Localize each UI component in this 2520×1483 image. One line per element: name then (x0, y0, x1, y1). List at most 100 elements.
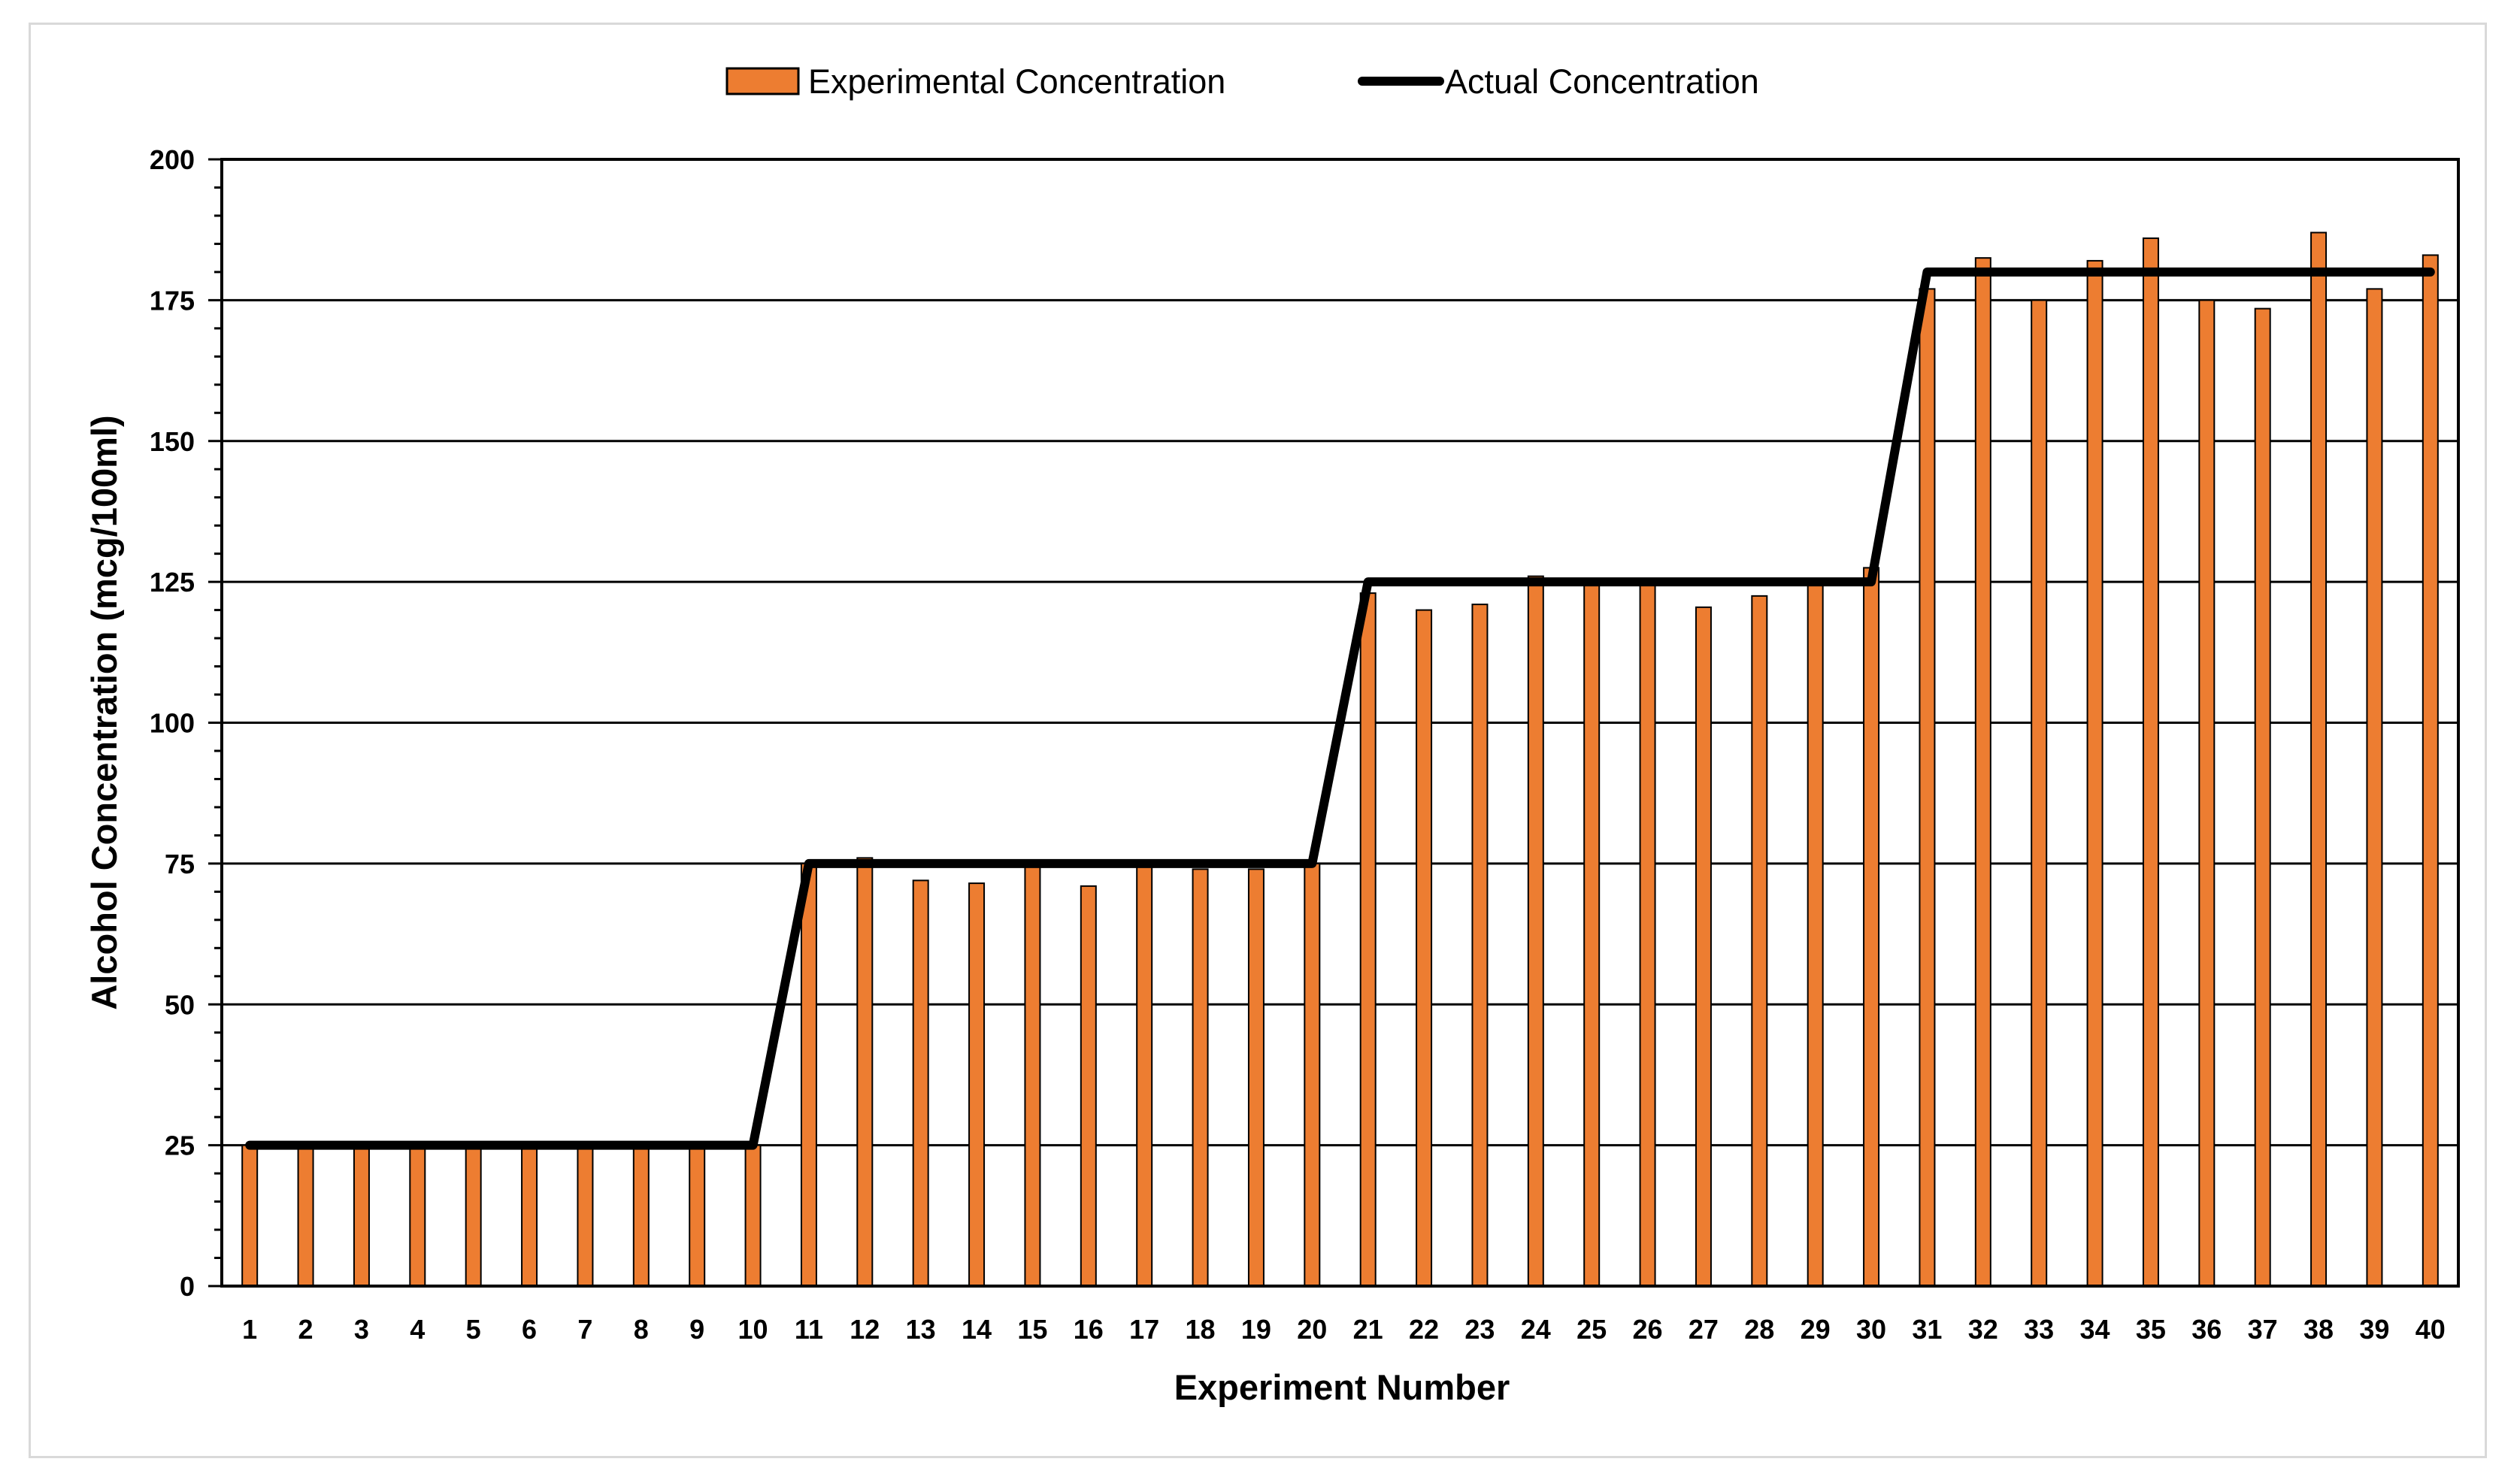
bar-experiment-40 (2422, 254, 2439, 1287)
bar-experiment-6 (521, 1144, 538, 1287)
y-axis-title: Alcohol Concentration (mcg/100ml) (84, 415, 124, 1009)
x-tick-label: 26 (1633, 1314, 1663, 1345)
bar-experiment-17 (1136, 862, 1153, 1287)
bar-experiment-4 (409, 1144, 426, 1287)
bar-experiment-21 (1359, 592, 1377, 1287)
bar-series-experimental (241, 232, 2439, 1288)
bar-experiment-32 (1974, 257, 1991, 1288)
line-series-actual (245, 267, 2435, 1150)
bar-experiment-19 (1247, 868, 1265, 1287)
bar-experiment-33 (2031, 299, 2048, 1287)
x-tick-label: 30 (1856, 1314, 1886, 1345)
bar-experiment-8 (632, 1144, 650, 1287)
bar-experiment-14 (968, 882, 986, 1288)
bar-experiment-25 (1583, 581, 1601, 1287)
bar-experiment-20 (1304, 862, 1321, 1287)
y-tick-label: 75 (165, 849, 195, 879)
x-tick-label: 34 (2080, 1314, 2110, 1345)
x-tick-label: 16 (1074, 1314, 1104, 1345)
bar-experiment-1 (241, 1144, 259, 1287)
x-tick-label: 31 (1912, 1314, 1942, 1345)
x-tick-label: 39 (2359, 1314, 2389, 1345)
legend: Experimental Concentration Actual Concen… (725, 62, 1759, 101)
bar-experiment-10 (744, 1144, 762, 1287)
legend-label-experimental: Experimental Concentration (808, 62, 1225, 101)
y-tick-label: 175 (150, 285, 195, 316)
y-tick-label: 100 (150, 708, 195, 739)
x-tick-label: 8 (634, 1314, 649, 1345)
gridlines (222, 158, 2458, 1147)
x-tick-label: 37 (2248, 1314, 2278, 1345)
x-tick-label: 21 (1353, 1314, 1383, 1345)
x-tick-label: 4 (410, 1314, 425, 1345)
y-tick-label: 0 (180, 1271, 195, 1302)
x-tick-label: 2 (298, 1314, 313, 1345)
x-tick-label: 12 (850, 1314, 880, 1345)
bar-experiment-16 (1080, 885, 1097, 1287)
y-tick-label: 125 (150, 567, 195, 598)
bar-experiment-30 (1863, 567, 1880, 1287)
y-tick-label: 200 (150, 144, 195, 175)
x-tick-label: 5 (466, 1314, 481, 1345)
x-tick-label: 20 (1297, 1314, 1327, 1345)
bar-experiment-18 (1192, 868, 1209, 1287)
bar-experiment-2 (297, 1144, 314, 1287)
x-tick-label: 24 (1521, 1314, 1551, 1345)
y-tick-label: 25 (165, 1130, 195, 1161)
x-tick-label: 38 (2303, 1314, 2334, 1345)
plot-area-border (220, 158, 2460, 1288)
x-axis-title: Experiment Number (1174, 1367, 1510, 1407)
x-tick-label: 14 (962, 1314, 992, 1345)
legend-label-actual: Actual Concentration (1445, 62, 1759, 101)
bar-experiment-26 (1639, 581, 1656, 1287)
x-tick-label: 15 (1017, 1314, 1047, 1345)
bar-experiment-31 (1919, 288, 1936, 1287)
x-tick-label: 19 (1241, 1314, 1271, 1345)
x-tick-label: 33 (2024, 1314, 2054, 1345)
bar-experiment-35 (2142, 237, 2159, 1287)
bar-experiment-12 (856, 857, 874, 1287)
bar-experiment-29 (1807, 581, 1824, 1287)
axes (208, 158, 2460, 1288)
x-tick-label: 17 (1129, 1314, 1159, 1345)
legend-swatch-experimental (725, 67, 800, 95)
x-tick-label: 36 (2191, 1314, 2222, 1345)
actual-concentration-line (245, 267, 2435, 1150)
x-tick-label: 25 (1577, 1314, 1607, 1345)
x-tick-label: 29 (1801, 1314, 1831, 1345)
x-tick-label: 9 (689, 1314, 704, 1345)
x-tick-label: 27 (1689, 1314, 1719, 1345)
x-tick-label: 18 (1186, 1314, 1216, 1345)
bar-experiment-13 (912, 879, 929, 1287)
bar-experiment-7 (577, 1144, 594, 1287)
bar-experiment-24 (1527, 575, 1544, 1287)
x-tick-label: 11 (795, 1314, 823, 1345)
bar-experiment-22 (1416, 609, 1433, 1287)
x-tick-label: 1 (242, 1314, 257, 1345)
bar-experiment-27 (1695, 606, 1712, 1287)
x-tick-label: 40 (2416, 1314, 2446, 1345)
bar-experiment-15 (1024, 865, 1041, 1288)
bar-experiment-11 (800, 862, 817, 1287)
x-tick-label: 32 (1968, 1314, 1998, 1345)
bar-experiment-5 (465, 1144, 482, 1287)
bar-experiment-36 (2198, 299, 2216, 1287)
x-tick-label: 13 (906, 1314, 936, 1345)
bar-experiment-38 (2310, 232, 2328, 1287)
bar-experiment-28 (1751, 595, 1768, 1287)
x-tick-label: 35 (2136, 1314, 2166, 1345)
x-tick-label: 6 (522, 1314, 537, 1345)
x-tick-label: 23 (1464, 1314, 1495, 1345)
bar-experiment-9 (689, 1144, 706, 1287)
x-tick-label: 7 (577, 1314, 592, 1345)
bar-experiment-39 (2366, 288, 2383, 1287)
y-tick-label: 150 (150, 426, 195, 457)
bar-experiment-3 (353, 1144, 370, 1287)
x-tick-label: 10 (738, 1314, 768, 1345)
bar-experiment-23 (1471, 604, 1489, 1287)
bar-experiment-37 (2254, 307, 2271, 1287)
x-tick-label: 22 (1409, 1314, 1439, 1345)
bar-experiment-34 (2086, 259, 2104, 1287)
